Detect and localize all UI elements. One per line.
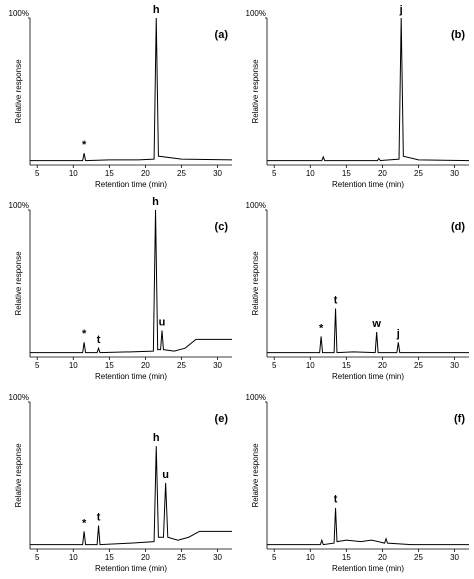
y-tick-label: 100% <box>246 9 266 18</box>
x-axis-label: Retention time (min) <box>95 180 167 189</box>
peak-label: t <box>97 334 101 346</box>
x-tick-label: 20 <box>141 361 150 370</box>
x-tick-label: 30 <box>213 553 222 562</box>
y-tick-label: 100% <box>9 9 29 18</box>
x-tick-label: 5 <box>272 169 277 178</box>
y-axis-label: Relative response <box>14 251 23 316</box>
x-tick-label: 15 <box>342 361 351 370</box>
x-tick-label: 30 <box>450 361 459 370</box>
peak-label: j <box>399 4 403 16</box>
x-tick-label: 10 <box>306 553 315 562</box>
x-tick-label: 10 <box>69 169 78 178</box>
y-tick-label: 100% <box>9 201 29 210</box>
x-tick-label: 15 <box>342 553 351 562</box>
chromatogram <box>30 17 233 162</box>
y-axis-label: Relative response <box>251 251 260 316</box>
chromatogram <box>267 507 469 546</box>
peak-label: w <box>371 318 381 330</box>
x-tick-label: 15 <box>342 169 351 178</box>
peak-label: t <box>334 494 338 506</box>
x-axis-label: Retention time (min) <box>332 564 404 573</box>
peak-label: j <box>396 328 400 340</box>
peak-label: t <box>97 511 101 523</box>
peak-label: h <box>153 4 160 16</box>
peak-label: * <box>82 517 87 529</box>
peak-label: t <box>334 294 338 306</box>
x-axis-label: Retention time (min) <box>95 372 167 381</box>
y-axis-label: Relative response <box>251 59 260 124</box>
peak-label: h <box>152 196 159 208</box>
chromatogram <box>267 17 470 162</box>
peak-label: u <box>162 469 169 481</box>
x-tick-label: 20 <box>378 553 387 562</box>
x-tick-label: 5 <box>272 361 277 370</box>
x-tick-label: 30 <box>213 169 222 178</box>
x-axis-label: Retention time (min) <box>332 372 404 381</box>
x-tick-label: 5 <box>35 361 40 370</box>
x-tick-label: 25 <box>177 361 186 370</box>
y-tick-label: 100% <box>246 201 266 210</box>
peak-label: * <box>82 139 87 151</box>
x-tick-label: 30 <box>450 553 459 562</box>
x-tick-label: 20 <box>378 361 387 370</box>
panel-label: (d) <box>451 221 465 233</box>
peak-label: u <box>159 316 166 328</box>
x-tick-label: 15 <box>105 361 114 370</box>
chromatogram <box>267 308 469 354</box>
x-tick-label: 5 <box>272 553 277 562</box>
x-tick-label: 25 <box>414 169 423 178</box>
x-tick-label: 25 <box>414 361 423 370</box>
x-tick-label: 25 <box>414 553 423 562</box>
y-axis-label: Relative response <box>14 59 23 124</box>
x-tick-label: 10 <box>69 361 78 370</box>
y-tick-label: 100% <box>9 393 29 402</box>
x-tick-label: 25 <box>177 553 186 562</box>
chromatogram <box>30 209 232 354</box>
x-tick-label: 30 <box>450 169 459 178</box>
x-tick-label: 15 <box>105 169 114 178</box>
panel-label: (a) <box>215 29 229 41</box>
y-axis-label: Relative response <box>14 443 23 508</box>
panel-label: (e) <box>215 413 229 425</box>
y-axis-label: Relative response <box>251 443 260 508</box>
x-tick-label: 30 <box>213 361 222 370</box>
panel-label: (b) <box>451 29 465 41</box>
y-tick-label: 100% <box>246 393 266 402</box>
x-tick-label: 20 <box>378 169 387 178</box>
x-tick-label: 20 <box>141 553 150 562</box>
x-axis-label: Retention time (min) <box>95 564 167 573</box>
x-tick-label: 10 <box>69 553 78 562</box>
x-tick-label: 20 <box>141 169 150 178</box>
x-tick-label: 25 <box>177 169 186 178</box>
panel-label: (c) <box>215 221 229 233</box>
x-tick-label: 5 <box>35 169 40 178</box>
x-tick-label: 10 <box>306 169 315 178</box>
x-tick-label: 15 <box>105 553 114 562</box>
chromatogram <box>30 446 232 546</box>
peak-label: h <box>153 432 160 444</box>
x-tick-label: 10 <box>306 361 315 370</box>
peak-label: * <box>82 328 87 340</box>
x-axis-label: Retention time (min) <box>332 180 404 189</box>
x-tick-label: 5 <box>35 553 40 562</box>
peak-label: * <box>319 322 324 334</box>
panel-label: (f) <box>454 413 465 425</box>
